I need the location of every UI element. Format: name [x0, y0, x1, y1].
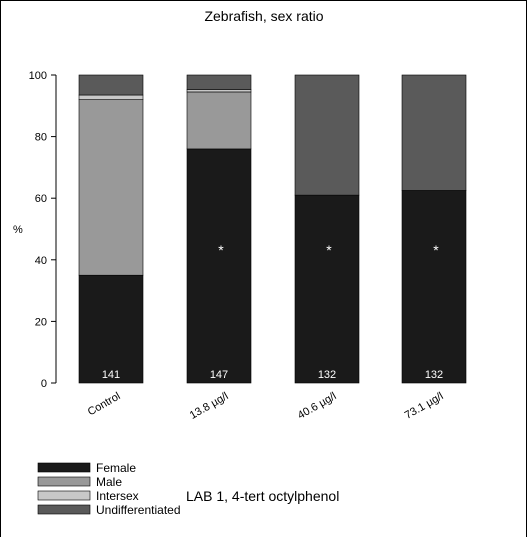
bar-segment-female	[401, 190, 467, 384]
y-tick-label: 40	[35, 255, 47, 267]
y-tick-label: 80	[35, 132, 47, 144]
bar-segment-undifferentiated	[78, 74, 144, 96]
bar-segment-female	[78, 274, 144, 384]
legend-label-female: Female	[96, 461, 136, 475]
significance-marker: *	[326, 242, 332, 258]
legend-swatch-intersex	[37, 490, 91, 501]
x-tick-label: Control	[86, 390, 123, 418]
legend-swatch-male	[37, 476, 91, 487]
x-tick-label-group: 73.1 µg/l	[403, 390, 446, 422]
sample-count-label: 132	[318, 369, 336, 381]
x-tick-label: 40.6 µg/l	[296, 390, 339, 422]
bar-segment-intersex	[186, 89, 252, 93]
bar-segment-female	[294, 194, 360, 384]
bar-segment-male	[186, 91, 252, 150]
legend-label-intersex: Intersex	[96, 489, 139, 503]
legend-swatch-female	[37, 462, 91, 473]
x-tick-label: 13.8 µg/l	[188, 390, 231, 422]
bar-segment-undifferentiated	[186, 74, 252, 90]
bar-segment-male	[78, 99, 144, 276]
y-tick-label: 0	[41, 378, 47, 390]
legend-swatch-undifferentiated	[37, 504, 91, 515]
sample-count-label: 132	[425, 369, 443, 381]
sample-count-label: 141	[102, 369, 120, 381]
y-axis-label: %	[13, 224, 23, 236]
significance-marker: *	[218, 242, 224, 258]
legend-label-undifferentiated: Undifferentiated	[96, 503, 181, 517]
bar-segment-undifferentiated	[401, 74, 467, 191]
significance-marker: *	[433, 242, 439, 258]
x-tick-label-group: 13.8 µg/l	[188, 390, 231, 422]
chart-annotation: LAB 1, 4-tert octylphenol	[186, 488, 339, 504]
bar-segment-female	[186, 148, 252, 384]
legend-label-male: Male	[96, 475, 122, 489]
sample-count-label: 147	[210, 369, 228, 381]
x-tick-label: 73.1 µg/l	[403, 390, 446, 422]
y-tick-label: 100	[29, 70, 47, 82]
bars	[78, 74, 467, 384]
y-tick-label: 20	[35, 316, 47, 328]
x-tick-label-group: Control	[86, 390, 123, 418]
axes: 0 20 40 60 80 100%	[13, 70, 57, 390]
y-tick-label: 60	[35, 193, 47, 205]
chart-title: Zebrafish, sex ratio	[204, 8, 323, 24]
bar-segment-intersex	[78, 94, 144, 100]
bar-segment-undifferentiated	[294, 74, 360, 196]
x-tick-label-group: 40.6 µg/l	[296, 390, 339, 422]
